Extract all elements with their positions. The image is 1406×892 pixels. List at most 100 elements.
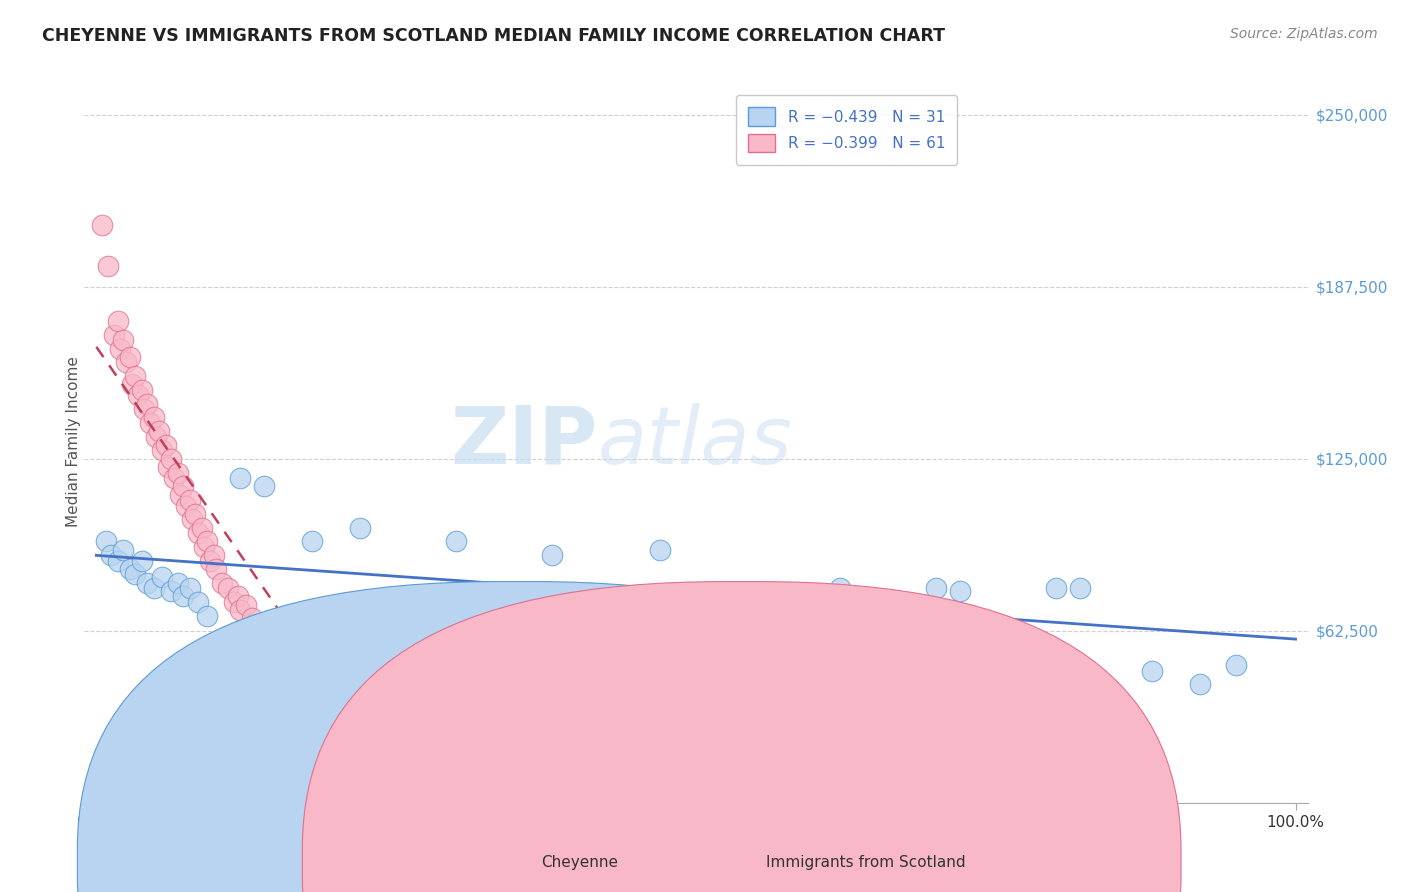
Point: [1140, 664, 1163, 678]
Point: [195, 534, 218, 549]
Point: [253, 479, 276, 493]
Point: [169, 487, 191, 501]
Point: [121, 377, 143, 392]
Point: [361, 625, 384, 640]
Point: [110, 342, 132, 356]
Point: [148, 424, 170, 438]
Point: [949, 583, 972, 598]
Point: [97, 259, 120, 273]
Point: [179, 581, 201, 595]
Point: [325, 644, 347, 658]
Point: [444, 534, 467, 549]
Text: Immigrants from Scotland: Immigrants from Scotland: [766, 855, 966, 870]
Text: CHEYENNE VS IMMIGRANTS FROM SCOTLAND MEDIAN FAMILY INCOME CORRELATION CHART: CHEYENNE VS IMMIGRANTS FROM SCOTLAND MED…: [42, 27, 945, 45]
Point: [290, 644, 312, 658]
Point: [224, 595, 246, 609]
Point: [94, 534, 117, 549]
Point: [155, 438, 177, 452]
Point: [1045, 581, 1067, 595]
Point: [541, 548, 564, 562]
Point: [1225, 658, 1247, 673]
Point: [301, 658, 323, 673]
Point: [157, 460, 180, 475]
Point: [172, 479, 194, 493]
Text: Source: ZipAtlas.com: Source: ZipAtlas.com: [1230, 27, 1378, 41]
Point: [373, 636, 395, 650]
Point: [226, 590, 249, 604]
Point: [167, 575, 190, 590]
Point: [131, 383, 153, 397]
Point: [319, 636, 342, 650]
Text: Cheyenne: Cheyenne: [541, 855, 619, 870]
Point: [217, 581, 239, 595]
Point: [131, 553, 153, 567]
Point: [330, 653, 353, 667]
Point: [100, 548, 122, 562]
Point: [118, 350, 141, 364]
Point: [167, 466, 190, 480]
Point: [172, 590, 194, 604]
Point: [179, 493, 201, 508]
Point: [648, 542, 671, 557]
Point: [229, 603, 252, 617]
Point: [200, 553, 222, 567]
Point: [163, 471, 186, 485]
Point: [247, 616, 270, 631]
Point: [925, 581, 948, 595]
Point: [135, 397, 157, 411]
Point: [337, 658, 360, 673]
Point: [115, 355, 138, 369]
Point: [142, 581, 165, 595]
Point: [277, 636, 299, 650]
Point: [205, 562, 228, 576]
Text: atlas: atlas: [598, 402, 793, 481]
Point: [745, 653, 768, 667]
Point: [828, 581, 851, 595]
Point: [142, 410, 165, 425]
Point: [259, 616, 281, 631]
Point: [301, 534, 323, 549]
Legend: R = −0.439   N = 31, R = −0.399   N = 61: R = −0.439 N = 31, R = −0.399 N = 61: [735, 95, 957, 164]
Point: [240, 611, 263, 625]
Point: [174, 499, 197, 513]
Point: [111, 334, 134, 348]
Point: [107, 553, 129, 567]
Point: [195, 608, 218, 623]
Point: [183, 507, 205, 521]
Point: [103, 327, 125, 342]
Point: [295, 649, 318, 664]
Y-axis label: Median Family Income: Median Family Income: [66, 356, 80, 527]
Point: [271, 625, 294, 640]
Point: [135, 575, 157, 590]
Point: [865, 636, 887, 650]
Point: [191, 520, 214, 534]
Text: ZIP: ZIP: [451, 402, 598, 481]
Point: [124, 369, 146, 384]
Point: [253, 623, 276, 637]
Point: [349, 520, 371, 534]
Point: [139, 416, 162, 430]
Point: [159, 583, 181, 598]
Point: [187, 595, 209, 609]
Point: [159, 451, 181, 466]
Point: [107, 314, 129, 328]
Point: [211, 575, 233, 590]
Point: [127, 388, 149, 402]
Point: [150, 570, 173, 584]
Point: [1188, 677, 1211, 691]
Point: [134, 402, 156, 417]
Point: [187, 526, 209, 541]
Point: [229, 471, 252, 485]
Point: [150, 443, 173, 458]
Point: [193, 540, 215, 554]
Point: [118, 562, 141, 576]
Point: [91, 218, 114, 232]
Point: [202, 548, 225, 562]
Point: [235, 598, 257, 612]
Point: [145, 430, 167, 444]
Point: [181, 512, 204, 526]
Point: [111, 542, 134, 557]
Point: [264, 631, 287, 645]
Point: [124, 567, 146, 582]
Point: [349, 664, 371, 678]
